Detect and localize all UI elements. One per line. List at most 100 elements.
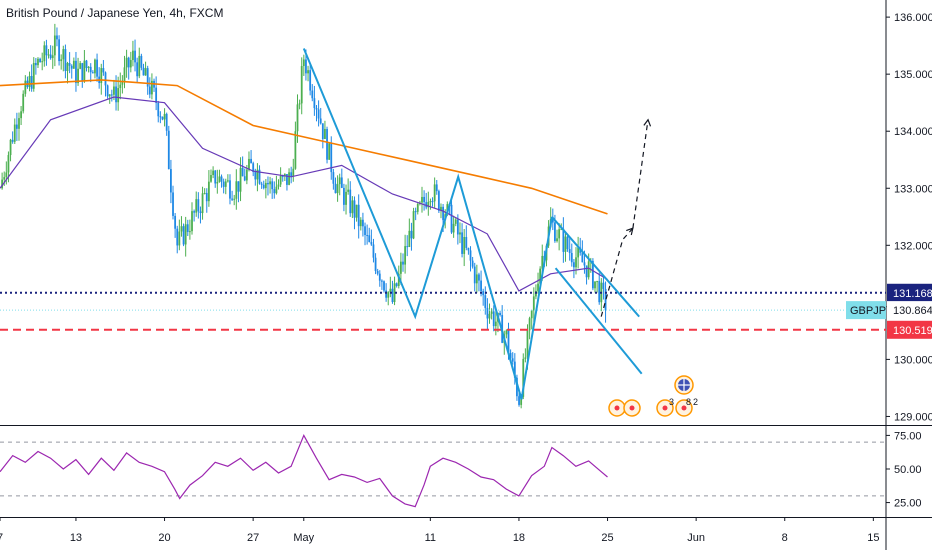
price-badge bbox=[887, 283, 932, 302]
candle-body bbox=[509, 352, 512, 359]
candle-body bbox=[41, 61, 44, 63]
candle-body bbox=[182, 226, 185, 245]
candle-body bbox=[226, 180, 229, 182]
candle-body bbox=[129, 60, 132, 68]
y-tick-label: 130.000 bbox=[894, 354, 932, 366]
candle-body bbox=[570, 253, 573, 263]
y-tick-label: 132.000 bbox=[894, 240, 932, 252]
candle-body bbox=[275, 186, 278, 194]
y-tick-label: 133.000 bbox=[894, 183, 932, 195]
candle-body bbox=[70, 65, 73, 69]
candle-body bbox=[353, 200, 356, 218]
candle-body bbox=[317, 109, 320, 119]
candle-body bbox=[132, 50, 134, 61]
candle-body bbox=[134, 50, 136, 63]
candle-body bbox=[210, 175, 212, 182]
pattern-line bbox=[302, 48, 553, 400]
projection-line bbox=[600, 227, 634, 317]
candle-body bbox=[180, 226, 183, 232]
event-count-label: 8 bbox=[686, 397, 691, 407]
candle-body bbox=[75, 60, 77, 84]
candle-body bbox=[34, 63, 37, 66]
candle-body bbox=[522, 358, 525, 397]
candle-body bbox=[248, 158, 250, 170]
candle-body bbox=[551, 218, 554, 223]
candle-body bbox=[273, 189, 276, 194]
candle-body bbox=[186, 224, 189, 232]
x-tick-label: 8 bbox=[782, 532, 788, 544]
candle-body bbox=[475, 274, 478, 284]
candle-body bbox=[564, 236, 567, 252]
event-marker-icon-dot bbox=[681, 405, 687, 411]
candle-body bbox=[258, 169, 261, 184]
candle-body bbox=[442, 206, 444, 221]
candle-body bbox=[412, 211, 415, 239]
candle-body bbox=[66, 63, 69, 71]
x-tick-label: May bbox=[293, 532, 314, 544]
moving-average-short bbox=[0, 96, 608, 292]
candle-body bbox=[566, 236, 569, 250]
candle-body bbox=[91, 72, 94, 74]
candle-body bbox=[11, 139, 14, 142]
candle-body bbox=[395, 283, 398, 286]
candle-body bbox=[340, 177, 343, 188]
candle-body bbox=[138, 55, 141, 77]
candle-body bbox=[374, 257, 377, 271]
candle-body bbox=[528, 318, 531, 331]
candle-body bbox=[518, 396, 520, 405]
candle-body bbox=[233, 198, 236, 200]
candle-body bbox=[334, 183, 337, 194]
candle-body bbox=[85, 60, 88, 68]
candle-body bbox=[486, 307, 489, 319]
candle-body bbox=[315, 108, 318, 110]
candle-body bbox=[286, 174, 288, 185]
candle-body bbox=[324, 128, 326, 139]
event-count-label: 3 bbox=[669, 397, 674, 407]
candle-body bbox=[385, 290, 388, 298]
candle-body bbox=[362, 219, 364, 227]
y-tick-label: 136.000 bbox=[894, 12, 932, 24]
candle-body bbox=[53, 35, 56, 56]
candle-body bbox=[207, 181, 210, 202]
candle-body bbox=[292, 168, 295, 177]
candle-body bbox=[163, 113, 166, 120]
candle-body bbox=[427, 201, 430, 208]
candle-body bbox=[176, 228, 179, 246]
candle-body bbox=[159, 116, 162, 118]
candle-body bbox=[490, 311, 493, 314]
candle-body bbox=[378, 273, 381, 281]
candle-body bbox=[37, 58, 39, 66]
x-tick-label: 15 bbox=[867, 532, 879, 544]
candle-body bbox=[560, 228, 563, 230]
x-tick-label: Jun bbox=[687, 532, 705, 544]
candle-body bbox=[144, 68, 147, 76]
event-marker-icon-dot bbox=[662, 405, 668, 411]
candle-body bbox=[568, 249, 571, 254]
candle-body bbox=[537, 283, 539, 291]
y-tick-label: 135.000 bbox=[894, 69, 932, 81]
candle-body bbox=[604, 288, 607, 311]
candle-body bbox=[102, 68, 105, 73]
candle-body bbox=[513, 361, 516, 378]
candle-body bbox=[195, 199, 198, 213]
candle-body bbox=[302, 59, 305, 67]
candle-body bbox=[96, 59, 98, 77]
candle-body bbox=[214, 170, 217, 184]
candle-body bbox=[3, 177, 6, 180]
candle-body bbox=[357, 204, 360, 227]
candle-body bbox=[507, 330, 510, 353]
candle-body bbox=[64, 49, 67, 71]
candle-body bbox=[321, 123, 324, 139]
candle-body bbox=[108, 94, 111, 97]
candle-body bbox=[30, 76, 33, 89]
candle-body bbox=[281, 175, 284, 177]
rsi-y-tick-label: 50.00 bbox=[894, 464, 922, 476]
price-badge-label: 131.168 bbox=[893, 288, 932, 300]
x-tick-label: 25 bbox=[601, 532, 613, 544]
candle-body bbox=[51, 55, 54, 59]
candle-body bbox=[1, 179, 4, 189]
candle-body bbox=[338, 177, 341, 185]
candle-body bbox=[43, 45, 46, 62]
candle-body bbox=[165, 113, 168, 131]
